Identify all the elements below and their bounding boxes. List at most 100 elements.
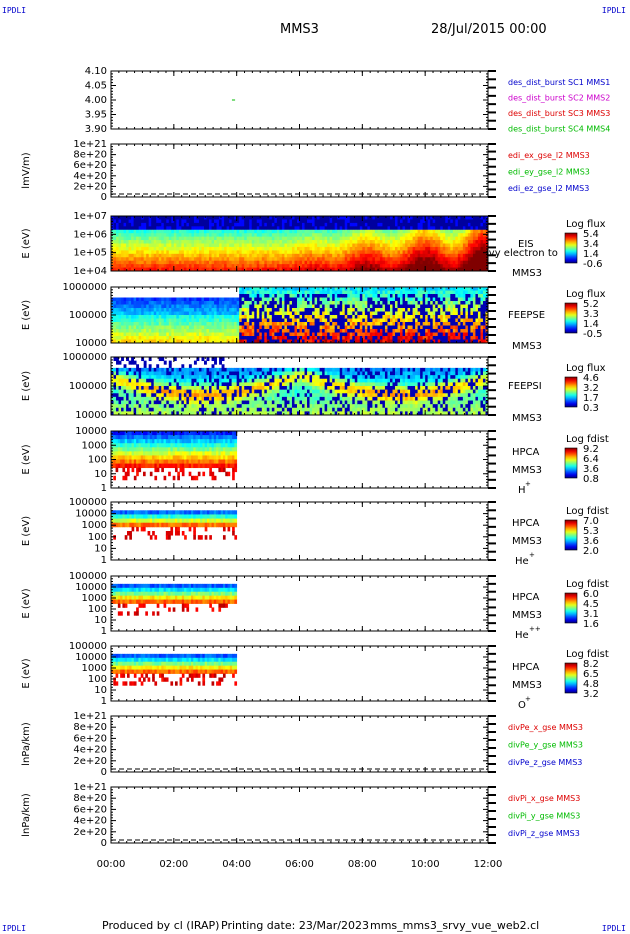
heatmap-cell	[452, 311, 456, 316]
heatmap-cell	[146, 389, 150, 394]
heatmap-cell	[302, 229, 305, 234]
heatmap-cell	[121, 375, 124, 380]
heatmap-cell	[296, 219, 300, 224]
heatmap-cell	[234, 216, 238, 220]
heatmap-cell	[417, 253, 421, 258]
heatmap-cell	[442, 311, 446, 316]
heatmap-cell	[337, 264, 341, 268]
heatmap-cell	[477, 325, 481, 330]
heatmap-cell	[299, 250, 303, 255]
heatmap-cell	[166, 336, 170, 340]
heatmap-cell	[146, 322, 150, 326]
heatmap-cell	[254, 260, 258, 265]
heatmap-cell	[118, 236, 122, 241]
heatmap-cell	[347, 332, 351, 337]
heatmap-cell	[236, 233, 240, 238]
heatmap-cell	[467, 311, 471, 316]
heatmap-cell	[382, 257, 386, 262]
heatmap-cell	[269, 311, 273, 316]
heatmap-cell	[226, 336, 230, 340]
heatmap-cell	[445, 236, 449, 241]
heatmap-cell	[153, 404, 157, 409]
heatmap-cell	[412, 308, 416, 312]
heatmap-cell	[241, 339, 245, 344]
heatmap-cell	[146, 386, 150, 391]
heatmap-cell	[201, 243, 205, 248]
heatmap-cell	[146, 219, 150, 224]
heatmap-cell	[198, 339, 202, 344]
heatmap-cell	[470, 294, 474, 298]
heatmap-cell	[206, 311, 210, 316]
heatmap-cell	[296, 250, 300, 255]
heatmap-cell	[264, 336, 268, 340]
heatmap-cell	[216, 264, 220, 268]
heatmap-cell	[367, 339, 371, 344]
heatmap-cell	[221, 222, 225, 227]
heatmap-cell	[397, 250, 401, 255]
heatmap-cell	[334, 336, 338, 340]
heatmap-cell	[113, 318, 117, 323]
heatmap-cell	[176, 246, 180, 251]
heatmap-cell	[269, 315, 273, 319]
heatmap-cell	[246, 332, 250, 337]
heatmap-cell	[229, 304, 233, 309]
heatmap-cell	[442, 257, 446, 262]
heatmap-cell	[455, 236, 459, 241]
heatmap-cell	[201, 216, 205, 220]
heatmap-cell	[196, 250, 200, 255]
heatmap-cell	[369, 315, 373, 319]
heatmap-cell	[188, 311, 192, 316]
heatmap-cell	[432, 264, 436, 268]
heatmap-cell	[133, 329, 137, 333]
heatmap-cell	[332, 297, 336, 302]
heatmap-cell	[427, 304, 431, 309]
heatmap-cell	[337, 318, 341, 323]
heatmap-cell	[354, 236, 358, 241]
heatmap-cell	[166, 301, 170, 305]
heatmap-cell	[420, 216, 424, 220]
heatmap-cell	[432, 222, 436, 227]
heatmap-cell	[294, 222, 298, 227]
heatmap-cell	[435, 267, 439, 272]
heatmap-cell	[118, 322, 122, 326]
heatmap-cell	[111, 222, 114, 227]
heatmap-cell	[198, 332, 202, 337]
heatmap-cell	[327, 219, 331, 224]
heatmap-cell	[359, 332, 363, 337]
heatmap-cell	[244, 226, 248, 231]
heatmap-cell	[319, 294, 323, 298]
heatmap-cell	[417, 339, 421, 344]
heatmap-cell	[121, 301, 124, 305]
heatmap-cell	[156, 264, 160, 268]
heatmap-cell	[400, 311, 403, 316]
heatmap-cell	[143, 325, 147, 330]
heatmap-cell	[367, 240, 371, 244]
heatmap-cell	[317, 290, 320, 295]
heatmap-cell	[126, 382, 129, 387]
heatmap-cell	[111, 339, 114, 344]
heatmap-cell	[229, 219, 233, 224]
heatmap-cell	[113, 378, 117, 383]
heatmap-cell	[133, 243, 137, 248]
heatmap-cell	[236, 336, 240, 340]
heatmap-cell	[284, 287, 288, 291]
heatmap-cell	[480, 311, 484, 316]
heatmap-cell	[427, 318, 431, 323]
heatmap-cell	[219, 236, 222, 241]
heatmap-cell	[118, 301, 122, 305]
heatmap-cell	[400, 308, 403, 312]
heatmap-cell	[128, 404, 132, 409]
heatmap-cell	[289, 329, 293, 333]
heatmap-cell	[186, 236, 190, 241]
heatmap-cell	[372, 294, 376, 298]
heatmap-cell	[219, 260, 222, 265]
heatmap-cell	[229, 336, 233, 340]
heatmap-cell	[131, 375, 135, 380]
heatmap-cell	[214, 322, 217, 326]
heatmap-cell	[201, 329, 205, 333]
heatmap-cell	[467, 260, 471, 265]
heatmap-cell	[377, 264, 381, 268]
heatmap-cell	[156, 329, 160, 333]
heatmap-cell	[460, 233, 464, 238]
heatmap-cell	[161, 240, 165, 244]
